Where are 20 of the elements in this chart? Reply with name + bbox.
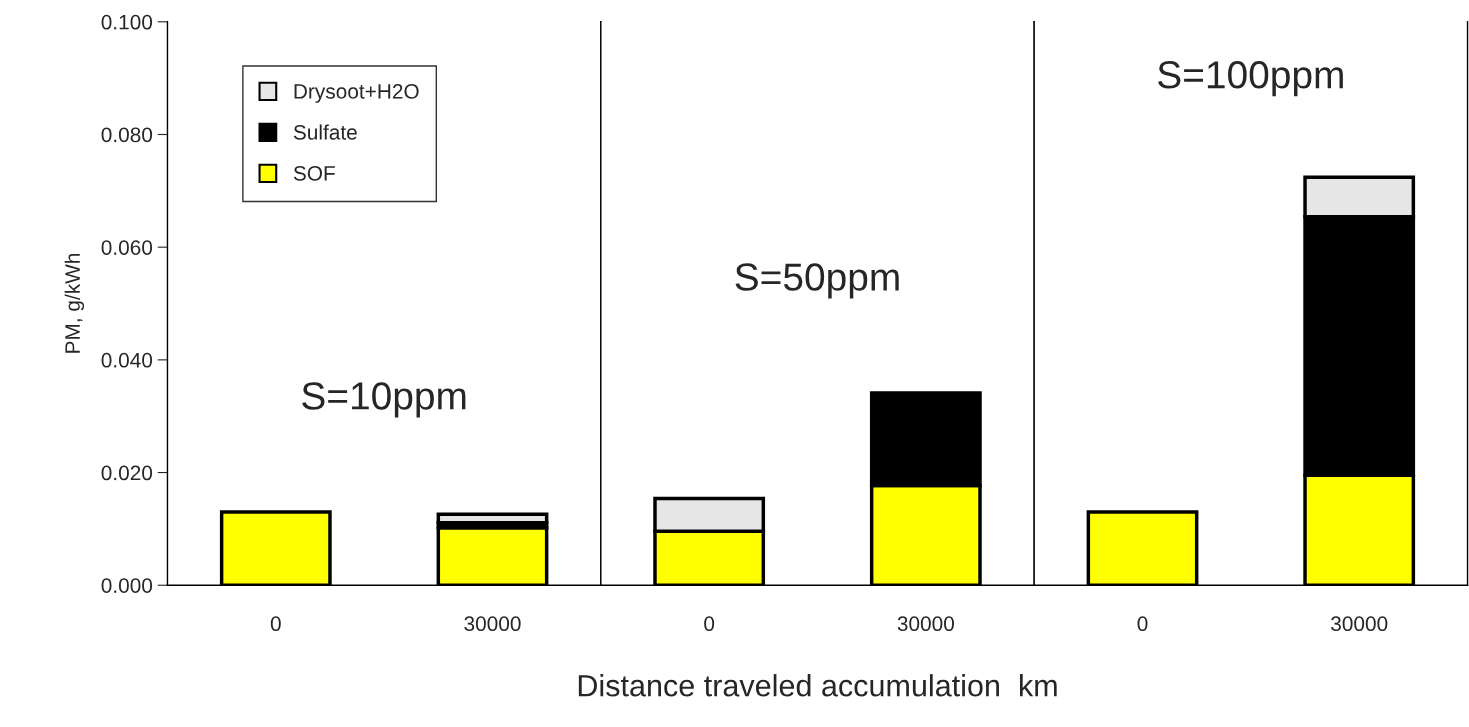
y-axis-title: PM, g/kWh <box>64 253 85 353</box>
x-axis-title: Distance traveled accumulation km <box>578 674 1057 697</box>
x-tick-label: 0 <box>270 616 281 632</box>
y-tick-label: 0.000 <box>101 578 153 593</box>
annotation: S=50ppm <box>735 263 899 299</box>
legend-label: Drysoot+H2O <box>294 83 419 103</box>
y-tick-label: 0.020 <box>101 465 153 481</box>
x-tick-label: 30000 <box>464 616 521 632</box>
y-tick-label: 0.040 <box>101 352 153 368</box>
annotation: S=100ppm <box>1158 61 1343 97</box>
annotation: S=10ppm <box>302 382 466 418</box>
legend-label: Sulfate <box>293 124 357 140</box>
x-tick-label: 30000 <box>897 616 954 632</box>
x-tick-label: 0 <box>1137 616 1148 632</box>
x-tick-label: 30000 <box>1331 616 1388 632</box>
y-tick-label: 0.100 <box>101 14 153 30</box>
legend-label: SOF <box>293 165 335 181</box>
x-tick-label: 0 <box>704 616 715 632</box>
y-tick-label: 0.060 <box>101 240 153 255</box>
y-tick-label: 0.080 <box>101 127 153 143</box>
